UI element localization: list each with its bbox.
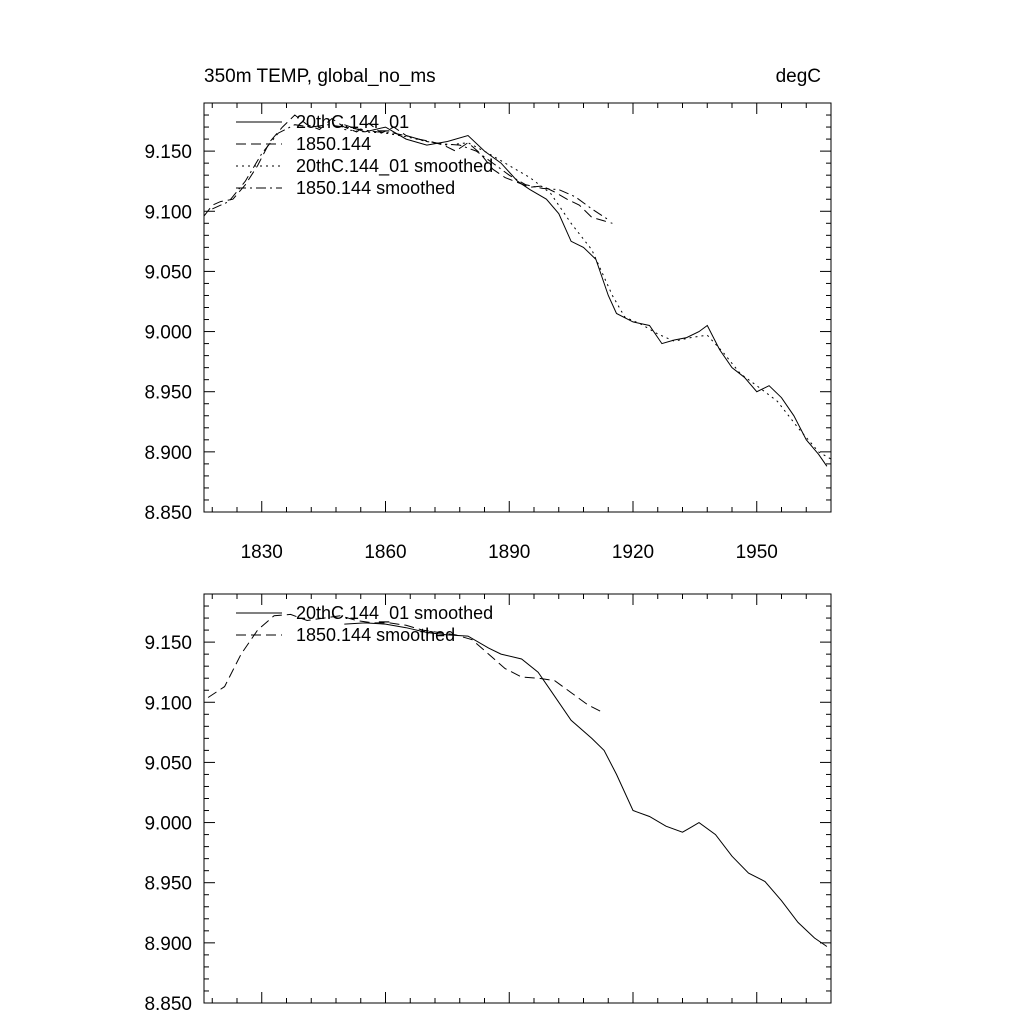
legend-label: 1850.144 smoothed <box>296 625 455 645</box>
y-tick-label: 8.950 <box>144 874 192 895</box>
top-panel: 350m TEMP, global_no_ms degC 1830 1860 1890 1… <box>144 66 832 563</box>
series-line-4 <box>212 124 609 221</box>
x-tick-label: 1950 <box>736 542 778 563</box>
bottom-panel: 9.150 9.100 9.050 9.000 8.950 8.900 8.850 20thC… <box>144 593 832 1015</box>
x-tick-label: 1920 <box>612 542 654 563</box>
series-line-1 <box>344 622 828 947</box>
y-tick-label: 9.100 <box>144 202 192 223</box>
series-line-2 <box>203 114 613 224</box>
legend-label: 1850.144 <box>296 134 371 154</box>
y-tick-label: 9.050 <box>144 262 192 283</box>
y-tick-label: 8.950 <box>144 383 192 404</box>
x-tick-label: 1860 <box>364 542 406 563</box>
x-tick-label: 1830 <box>241 542 283 563</box>
y-tick-label: 9.050 <box>144 753 192 774</box>
legend-label: 20thC.144_01 <box>296 112 409 133</box>
plot-frame <box>203 593 832 1004</box>
legend-label: 20thC.144_01 smoothed <box>296 603 493 624</box>
y-tick-label: 8.900 <box>144 443 192 464</box>
series-line-1 <box>344 124 828 467</box>
y-tick-label: 9.000 <box>144 323 192 344</box>
chart-title-left: 350m TEMP, global_no_ms <box>204 66 436 87</box>
chart-title-right: degC <box>776 66 821 87</box>
y-tick-label: 8.850 <box>144 503 192 524</box>
y-tick-label: 9.100 <box>144 693 192 714</box>
legend-label: 20thC.144_01 smoothed <box>296 156 493 177</box>
series-line-2 <box>207 613 605 714</box>
y-tick-label: 8.900 <box>144 934 192 955</box>
legend-label: 1850.144 smoothed <box>296 178 455 198</box>
y-tick-label: 9.150 <box>144 142 192 163</box>
y-tick-label: 9.150 <box>144 633 192 654</box>
x-tick-label: 1890 <box>488 542 530 563</box>
y-tick-label: 9.000 <box>144 814 192 835</box>
y-tick-label: 8.850 <box>144 994 192 1015</box>
